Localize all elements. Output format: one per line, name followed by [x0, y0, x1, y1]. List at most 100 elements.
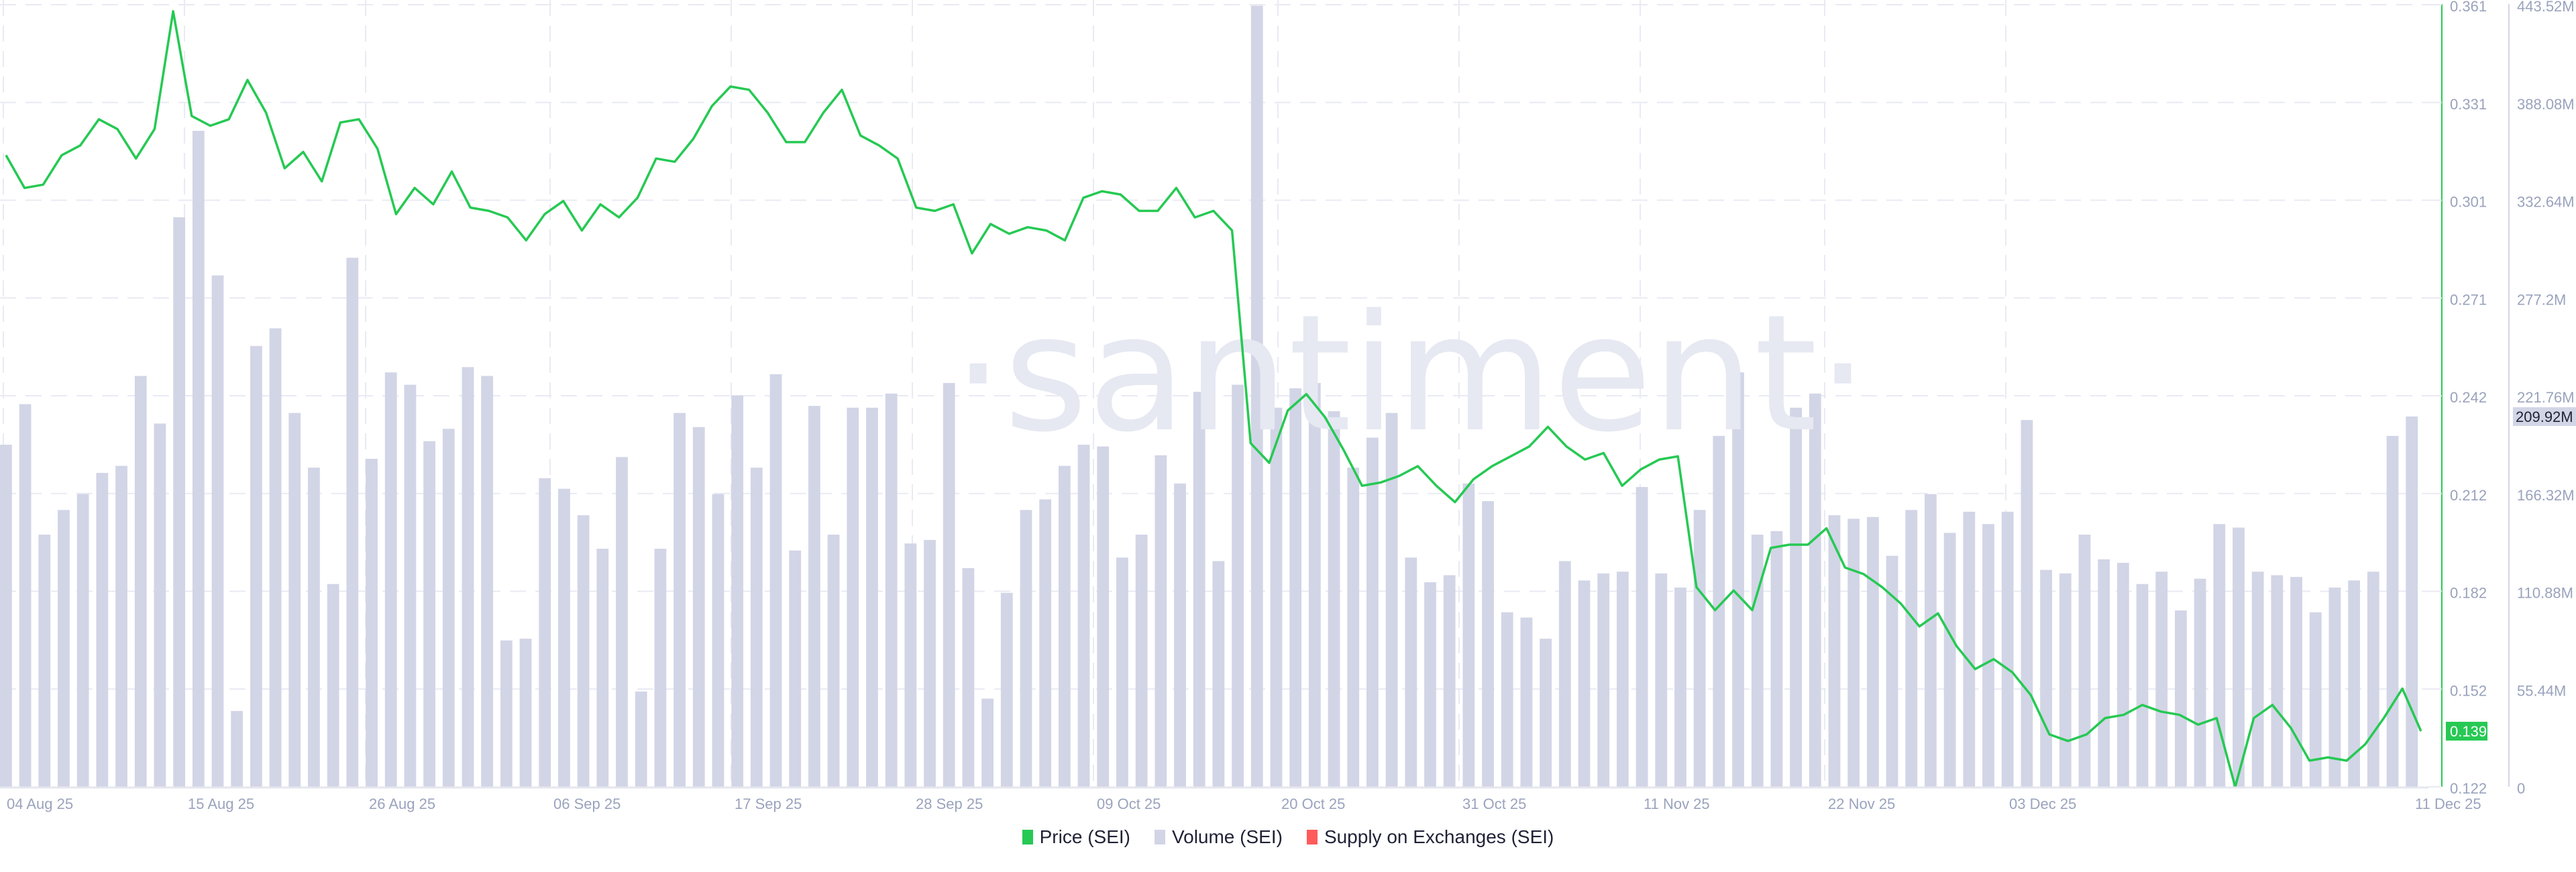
- price-tick-label: 0.122: [2450, 780, 2487, 797]
- volume-bar: [1174, 483, 1186, 787]
- volume-bar: [404, 384, 417, 787]
- x-tick-label: 11 Nov 25: [1644, 796, 1710, 812]
- volume-bar: [1424, 582, 1436, 787]
- volume-bar: [577, 515, 590, 787]
- volume-bar: [2233, 527, 2245, 787]
- volume-bar: [654, 549, 667, 787]
- volume-bar: [2059, 573, 2072, 787]
- volume-bar: [1366, 437, 1379, 787]
- volume-bar: [327, 584, 339, 787]
- volume-bar: [1308, 382, 1321, 787]
- volume-bar: [366, 459, 378, 787]
- volume-bar: [1578, 580, 1591, 787]
- volume-bar: [1405, 557, 1417, 787]
- volume-tick-label: 55.44M: [2517, 682, 2566, 699]
- volume-bar: [423, 441, 435, 787]
- volume-bar: [1713, 435, 1725, 787]
- volume-bar: [1963, 511, 1976, 787]
- volume-bar: [2021, 420, 2033, 787]
- volume-bar: [1655, 573, 1668, 787]
- volume-bar: [462, 367, 474, 787]
- volume-bar: [1289, 388, 1302, 787]
- svg-text:209.92M: 209.92M: [2516, 408, 2573, 425]
- legend-label: Supply on Exchanges (SEI): [1324, 826, 1554, 847]
- legend-item-price[interactable]: Price (SEI): [1022, 826, 1130, 848]
- volume-bar: [2155, 571, 2168, 787]
- volume-bar: [1597, 573, 1610, 787]
- volume-bar: [2001, 511, 2014, 787]
- volume-bar: [1155, 455, 1167, 787]
- volume-bar: [1482, 501, 1494, 787]
- volume-bar: [2136, 584, 2149, 787]
- volume-bar: [481, 376, 494, 787]
- chart-legend: Price (SEI) Volume (SEI) Supply on Excha…: [0, 826, 2576, 848]
- x-axis-ticks: 04 Aug 25 15 Aug 25 26 Aug 25 06 Sep 25 17 S…: [7, 796, 2481, 812]
- x-tick-label: 22 Nov 25: [1828, 796, 1895, 812]
- volume-bar: [2328, 587, 2341, 787]
- volume-tick-label: 110.88M: [2517, 585, 2573, 602]
- x-tick-label: 20 Oct 25: [1281, 796, 1345, 812]
- price-tick-label: 0.182: [2450, 585, 2487, 602]
- legend-item-volume[interactable]: Volume (SEI): [1154, 826, 1283, 848]
- x-tick-label: 28 Sep 25: [916, 796, 983, 812]
- volume-bar: [154, 423, 166, 787]
- volume-bar: [38, 535, 51, 787]
- volume-tick-label: 166.32M: [2517, 487, 2575, 504]
- volume-bar: [308, 468, 320, 787]
- volume-bar: [1328, 411, 1340, 787]
- legend-item-supply[interactable]: Supply on Exchanges (SEI): [1306, 826, 1554, 848]
- volume-bar: [1270, 407, 1283, 787]
- x-tick-label: 17 Sep 25: [735, 796, 802, 812]
- volume-bar: [943, 382, 955, 787]
- volume-bar: [519, 639, 532, 787]
- volume-bar: [539, 478, 551, 787]
- volume-bar: [2290, 577, 2302, 787]
- volume-tick-label: 332.64M: [2517, 194, 2575, 211]
- volume-bar: [731, 395, 744, 787]
- volume-bar: [1039, 499, 1052, 787]
- volume-bar: [2309, 612, 2322, 787]
- volume-bar: [692, 427, 705, 787]
- price-line: [5, 10, 2422, 788]
- current-price-badge: [2446, 722, 2487, 741]
- santiment-watermark: ·santiment·: [953, 280, 1868, 468]
- price-tick-label: 0.242: [2450, 389, 2487, 406]
- volume-bar: [1501, 612, 1513, 787]
- volume-bar: [924, 539, 936, 787]
- price-tick-label: 0.212: [2450, 487, 2487, 504]
- volume-bar: [58, 510, 70, 787]
- volume-tick-label: 443.52M: [2517, 0, 2575, 15]
- volume-bar: [1020, 510, 1032, 787]
- volume-bar: [1828, 515, 1841, 787]
- volume-bar: [904, 543, 917, 787]
- volume-bar: [558, 488, 570, 787]
- volume-bar: [1558, 561, 1571, 787]
- price-tick-label: 0.152: [2450, 682, 2487, 699]
- volume-bar: [635, 692, 647, 787]
- volume-bar: [1809, 393, 1821, 787]
- volume-bar: [1250, 5, 1263, 787]
- volume-tick-label: 221.76M: [2517, 389, 2575, 406]
- volume-bar: [1905, 510, 1918, 787]
- volume-bar: [1116, 557, 1128, 787]
- volume-bar: [1385, 413, 1398, 787]
- volume-bar: [1886, 555, 1898, 787]
- volume-bar: [1925, 494, 1937, 787]
- volume-bar: [1982, 524, 1994, 787]
- volume-bar: [500, 640, 513, 787]
- volume-bar: [1135, 535, 1148, 787]
- volume-swatch-icon: [1154, 830, 1165, 844]
- volume-bar: [1443, 575, 1456, 787]
- volume-bar: [1000, 592, 1013, 787]
- volume-bar: [1732, 372, 1744, 787]
- volume-bar: [866, 407, 878, 787]
- volume-bar: [1847, 519, 1860, 787]
- volume-bar: [596, 549, 609, 787]
- volume-bar: [1674, 587, 1686, 787]
- volume-bar: [2175, 610, 2187, 787]
- volume-bar: [1097, 446, 1110, 787]
- volume-bar: [1770, 531, 1783, 787]
- volume-bar: [1077, 444, 1090, 787]
- volume-bar: [192, 131, 205, 787]
